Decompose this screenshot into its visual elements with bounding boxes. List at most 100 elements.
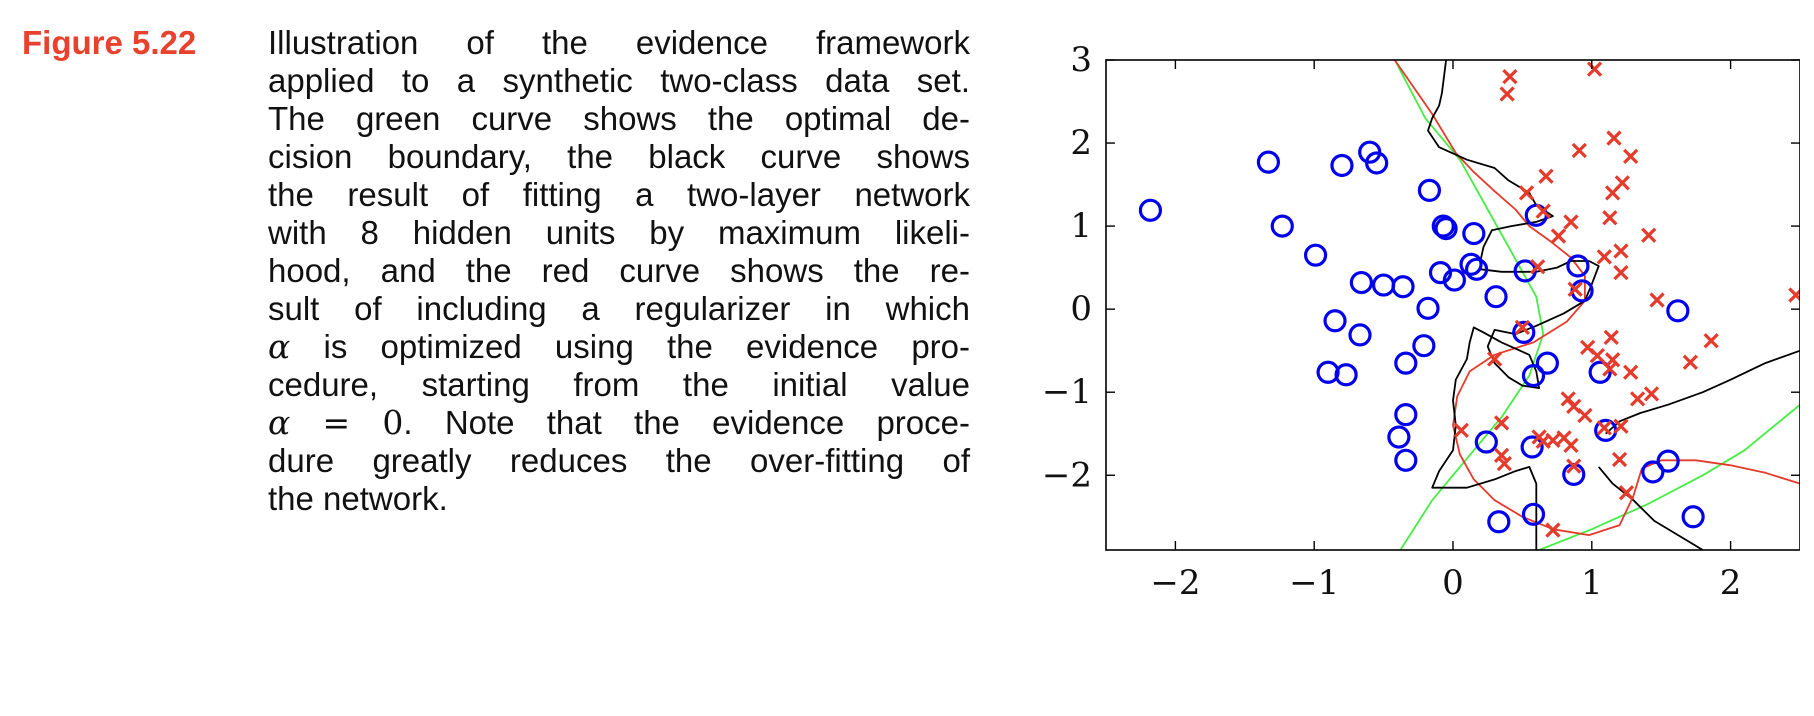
- caption-line: sult of including a regularizer in which: [268, 290, 970, 327]
- green-boundary-curve: [1393, 60, 1545, 550]
- class1-circle-point: [1459, 252, 1483, 276]
- class2-cross-point: [1643, 386, 1660, 402]
- class2-cross-point: [1493, 415, 1510, 431]
- caption-line-text: . Note that the evidence proce-: [403, 404, 970, 441]
- class1-circle-point: [1394, 403, 1418, 427]
- y-tick-label: −1: [1042, 372, 1092, 412]
- class1-circle-point: [1487, 510, 1511, 534]
- decision-boundaries: [1393, 60, 1800, 550]
- class1-circle-point: [1416, 296, 1440, 320]
- class2-cross-point: [1623, 148, 1639, 164]
- class1-circle-point: [1316, 360, 1340, 384]
- x-tick-label: 2: [1720, 563, 1742, 603]
- scatter-plot: −2 −1 0 1 2 −2 −1 0 1 2 3: [1042, 40, 1800, 603]
- caption-line: with 8 hidden units by maximum likeli-: [268, 214, 970, 251]
- class2-cross-point: [1703, 333, 1719, 349]
- caption-line: applied to a synthetic two-class data se…: [268, 62, 970, 99]
- class1-circle-point: [1330, 153, 1354, 178]
- caption-line-alpha: α is optimized using the evidence pro-: [268, 328, 970, 366]
- class1-circle-point: [1138, 198, 1163, 222]
- class2-cross-point: [1567, 281, 1583, 297]
- class2-cross-point: [1618, 485, 1635, 501]
- class1-circle-point: [1566, 254, 1590, 278]
- class2-cross-point: [1545, 522, 1561, 538]
- class2-cross-point: [1518, 185, 1535, 201]
- class2-cross-point: [1602, 361, 1618, 377]
- class1-circle-point: [1442, 268, 1466, 292]
- class1-circle-point: [1334, 363, 1358, 387]
- alpha-symbol: α: [268, 327, 291, 366]
- class1-circle-point: [1521, 363, 1546, 388]
- class1-circle-point: [1484, 285, 1508, 309]
- red-boundary-curve: [1393, 60, 1800, 536]
- caption-line-alpha-eq: α = 0. Note that the evidence proce-: [268, 404, 970, 442]
- black-boundary-curve: [1605, 349, 1800, 435]
- class2-cross-point: [1602, 210, 1618, 226]
- caption-line: cedure, starting from the initial value: [268, 366, 970, 403]
- caption-line: The green curve shows the optimal de-: [268, 100, 970, 137]
- equals-sign: =: [322, 403, 351, 442]
- class1-circle-point: [1387, 425, 1411, 449]
- y-tick-label: 2: [1070, 123, 1092, 163]
- alpha-symbol: α: [268, 403, 291, 442]
- class1-circle-point: [1512, 320, 1536, 345]
- class2-cross-point: [1487, 351, 1503, 367]
- class1-circle-point: [1412, 334, 1436, 358]
- class2-cross-point: [1577, 407, 1593, 424]
- class2-cross-point: [1603, 329, 1619, 346]
- class2-cross-point: [1530, 259, 1546, 275]
- x-tick-label: −1: [1289, 563, 1339, 603]
- class2-cross-point: [1596, 420, 1612, 436]
- class2-cross-point: [1502, 68, 1518, 85]
- class2-cross-point: [1649, 292, 1665, 308]
- class1-circle-point: [1462, 221, 1486, 246]
- class1-circle-point: [1681, 505, 1705, 529]
- class2-cross-point: [1596, 249, 1612, 265]
- alpha-value: 0: [382, 403, 404, 442]
- class2-cross-point: [1606, 130, 1622, 146]
- black-boundary-curve: [1427, 60, 1600, 550]
- caption-line: the network.: [268, 480, 448, 517]
- class2-cross-point: [1641, 227, 1657, 243]
- class1-circle-point: [1588, 360, 1612, 384]
- class1-circle-point: [1434, 216, 1458, 241]
- class2-cross-point: [1629, 391, 1646, 407]
- x-tick-label: 0: [1442, 563, 1464, 603]
- class2-cross-point: [1623, 364, 1639, 380]
- class2-cross-point: [1589, 348, 1605, 364]
- class1-circle-point: [1323, 309, 1347, 333]
- caption-line: Illustration of the evidence framework: [268, 24, 970, 61]
- class1-circle-point: [1270, 214, 1294, 238]
- class2-cross-point: [1682, 354, 1698, 370]
- caption-line: hood, and the red curve shows the re-: [268, 252, 970, 289]
- class1-circle-point: [1521, 502, 1546, 526]
- figure-caption: Illustration of the evidence framework a…: [268, 24, 970, 518]
- x-tick-label: −2: [1150, 563, 1200, 603]
- y-tick-label: 1: [1070, 206, 1092, 246]
- class1-circle-point: [1303, 243, 1328, 267]
- class2-cross-point: [1493, 447, 1510, 463]
- data-points: [1138, 61, 1800, 538]
- figure-label: Figure 5.22: [22, 24, 197, 61]
- class2-cross-point: [1788, 287, 1800, 303]
- class1-circle-point: [1656, 449, 1680, 473]
- class2-cross-point: [1614, 175, 1630, 191]
- class2-cross-point: [1535, 203, 1551, 219]
- class2-cross-point: [1586, 61, 1603, 77]
- class1-circle-point: [1520, 435, 1544, 459]
- class2-cross-point: [1499, 86, 1515, 102]
- caption-line: dure greatly reduces the over-fitting of: [268, 442, 970, 479]
- class2-cross-point: [1514, 319, 1531, 336]
- class2-cross-point: [1566, 458, 1582, 474]
- class1-circle-point: [1394, 448, 1418, 472]
- class1-circle-point: [1391, 275, 1415, 299]
- class2-cross-point: [1563, 437, 1579, 453]
- y-tick-label: 3: [1070, 40, 1092, 80]
- class1-circle-point: [1474, 430, 1498, 454]
- green-boundary-curve: [1538, 404, 1800, 550]
- class2-cross-point: [1611, 451, 1628, 468]
- class1-circle-point: [1641, 460, 1665, 484]
- class1-circle-point: [1256, 150, 1280, 174]
- y-tick-label: 0: [1070, 289, 1092, 329]
- black-boundary-curve: [1598, 466, 1704, 550]
